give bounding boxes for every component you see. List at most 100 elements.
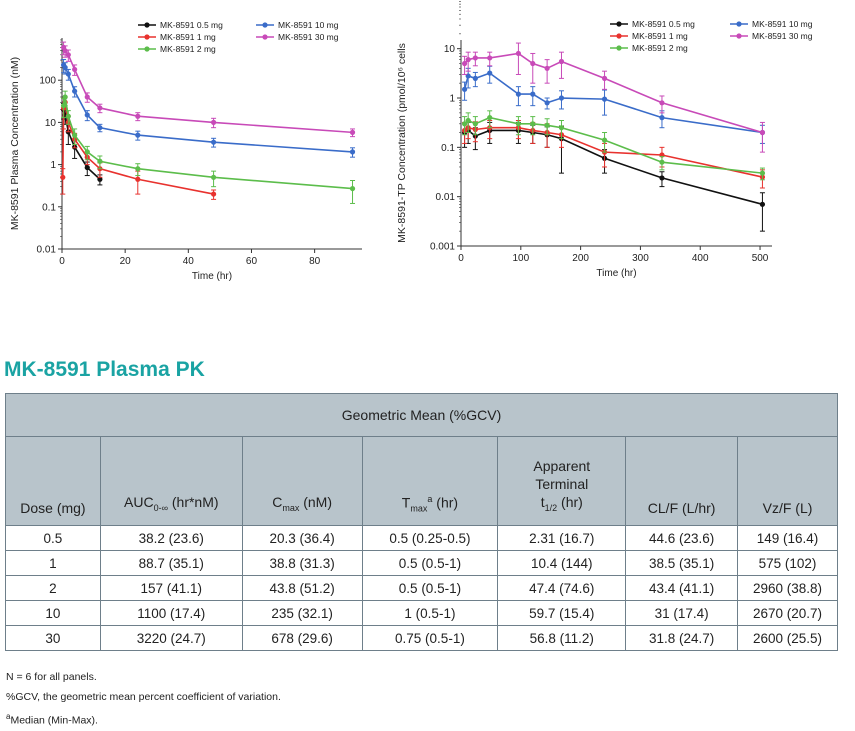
section-title: MK-8591 Plasma PK: [4, 358, 205, 381]
data-point: [60, 174, 66, 180]
cell-thalf: 56.8 (11.2): [497, 625, 627, 651]
series-3: [461, 65, 766, 144]
y-tick-label: 1: [449, 94, 455, 105]
data-point: [84, 112, 90, 118]
cell-cmax: 678 (29.6): [241, 625, 363, 651]
data-point: [659, 115, 665, 121]
cell-auc: 38.2 (23.6): [99, 525, 243, 551]
data-point: [97, 125, 103, 131]
data-point: [84, 164, 90, 171]
cmax-sub: max: [282, 503, 300, 513]
cmax-main: C: [272, 494, 283, 511]
col-header-dose: Dose (mg): [5, 436, 101, 526]
cell-clf: 43.4 (41.1): [625, 575, 739, 601]
legend-label: MK-8591 10 mg: [752, 19, 813, 29]
data-point: [558, 125, 565, 131]
data-point: [135, 166, 141, 172]
data-point: [558, 95, 565, 101]
x-tick-label: 40: [183, 256, 195, 267]
data-point: [530, 60, 536, 67]
data-point: [530, 91, 536, 97]
series-4: [461, 42, 766, 153]
x-axis-label: Time (hr): [192, 271, 232, 282]
table-group-header-row: Geometric Mean (%GCV): [5, 393, 838, 437]
y-tick-label: 0.1: [42, 202, 56, 213]
data-point: [544, 122, 550, 128]
legend-label: MK-8591 1 mg: [632, 31, 688, 41]
cell-clf: 31 (17.4): [625, 600, 739, 626]
plasma-concentration-chart: 0.01 0.1 1 10 100 0 20 40 60 80 Time (hr) MK-8591 P…: [9, 20, 362, 282]
data-point: [544, 65, 550, 71]
series-2: [60, 90, 356, 204]
x-tick-label: 60: [246, 256, 258, 267]
series-3: [60, 58, 356, 158]
legend-marker: [616, 21, 622, 27]
data-point: [544, 100, 550, 106]
data-point: [601, 75, 608, 81]
auc-sub: 0-∞: [153, 503, 168, 513]
legend-marker: [262, 22, 268, 28]
auc-unit: (hr*nM): [167, 494, 219, 511]
cell-auc: 88.7 (35.1): [99, 550, 243, 576]
legend-marker: [144, 22, 150, 28]
legend-marker: [262, 34, 268, 40]
thalf-sub: 1/2: [544, 503, 558, 513]
data-point: [487, 55, 493, 61]
y-tick-label: 1: [50, 160, 56, 171]
cell-clf: 31.8 (24.7): [625, 625, 739, 651]
legend-label: MK-8591 10 mg: [278, 20, 339, 30]
y-tick-label: 100: [39, 76, 56, 87]
series-0: [461, 121, 766, 232]
y-axis-label: MK-8591 Plasma Concentration (nM): [9, 57, 21, 230]
data-point: [558, 58, 565, 65]
cmax-unit: (nM): [299, 494, 333, 511]
cell-auc: 1100 (17.4): [99, 600, 243, 626]
footnotes: N = 6 for all panels. %GCV, the geometri…: [6, 667, 281, 731]
footnote-median: aMedian (Min-Max).: [6, 707, 281, 731]
legend-label: MK-8591 2 mg: [632, 43, 688, 53]
data-point: [97, 158, 103, 164]
plasma-pk-table: Geometric Mean (%GCV) Dose (mg) AUC0-∞ (…: [5, 393, 838, 651]
data-point: [210, 139, 217, 145]
series-line: [463, 52, 763, 134]
legend-marker: [616, 45, 622, 51]
data-point: [135, 113, 141, 119]
x-tick-label: 300: [632, 253, 649, 264]
tmax-sup: a: [427, 493, 433, 504]
y-tick-label: 10: [444, 44, 456, 55]
cell-thalf: 59.7 (15.4): [497, 600, 627, 626]
data-point: [97, 176, 103, 182]
data-point: [210, 119, 217, 125]
cell-thalf: 2.31 (16.7): [497, 525, 627, 551]
auc-main: AUC: [124, 494, 154, 511]
data-point: [65, 52, 71, 58]
data-point: [515, 50, 522, 57]
cell-dose: 10: [5, 600, 101, 626]
data-point: [72, 66, 78, 73]
series-2: [461, 110, 766, 181]
data-point: [62, 64, 68, 71]
data-point: [759, 129, 766, 136]
data-point: [84, 149, 90, 155]
legend-label: MK-8591 0.5 mg: [160, 20, 223, 30]
data-point: [349, 149, 356, 155]
series-4: [60, 41, 356, 138]
data-point: [349, 185, 356, 192]
data-point: [515, 91, 522, 97]
data-point: [465, 117, 471, 124]
legend-marker: [616, 33, 622, 39]
cell-vzf: 149 (16.4): [737, 525, 838, 551]
data-point: [461, 60, 468, 67]
cell-tmax: 0.75 (0.5-1): [361, 625, 499, 651]
col-header-clf-label: CL/F (L/hr): [647, 500, 716, 516]
cell-cmax: 38.8 (31.3): [241, 550, 363, 576]
tmax-unit: (hr): [432, 494, 459, 511]
col-header-dose-label: Dose (mg): [20, 500, 86, 516]
data-point: [759, 201, 766, 207]
x-tick-label: 0: [59, 256, 65, 267]
data-point: [84, 94, 90, 100]
y-tick-label: 0.01: [37, 245, 57, 256]
col-header-thalf: Apparent Terminal t1/2 (hr): [497, 436, 627, 526]
cell-clf: 44.6 (23.6): [625, 525, 739, 551]
thalf-line1: Apparent: [533, 458, 591, 475]
